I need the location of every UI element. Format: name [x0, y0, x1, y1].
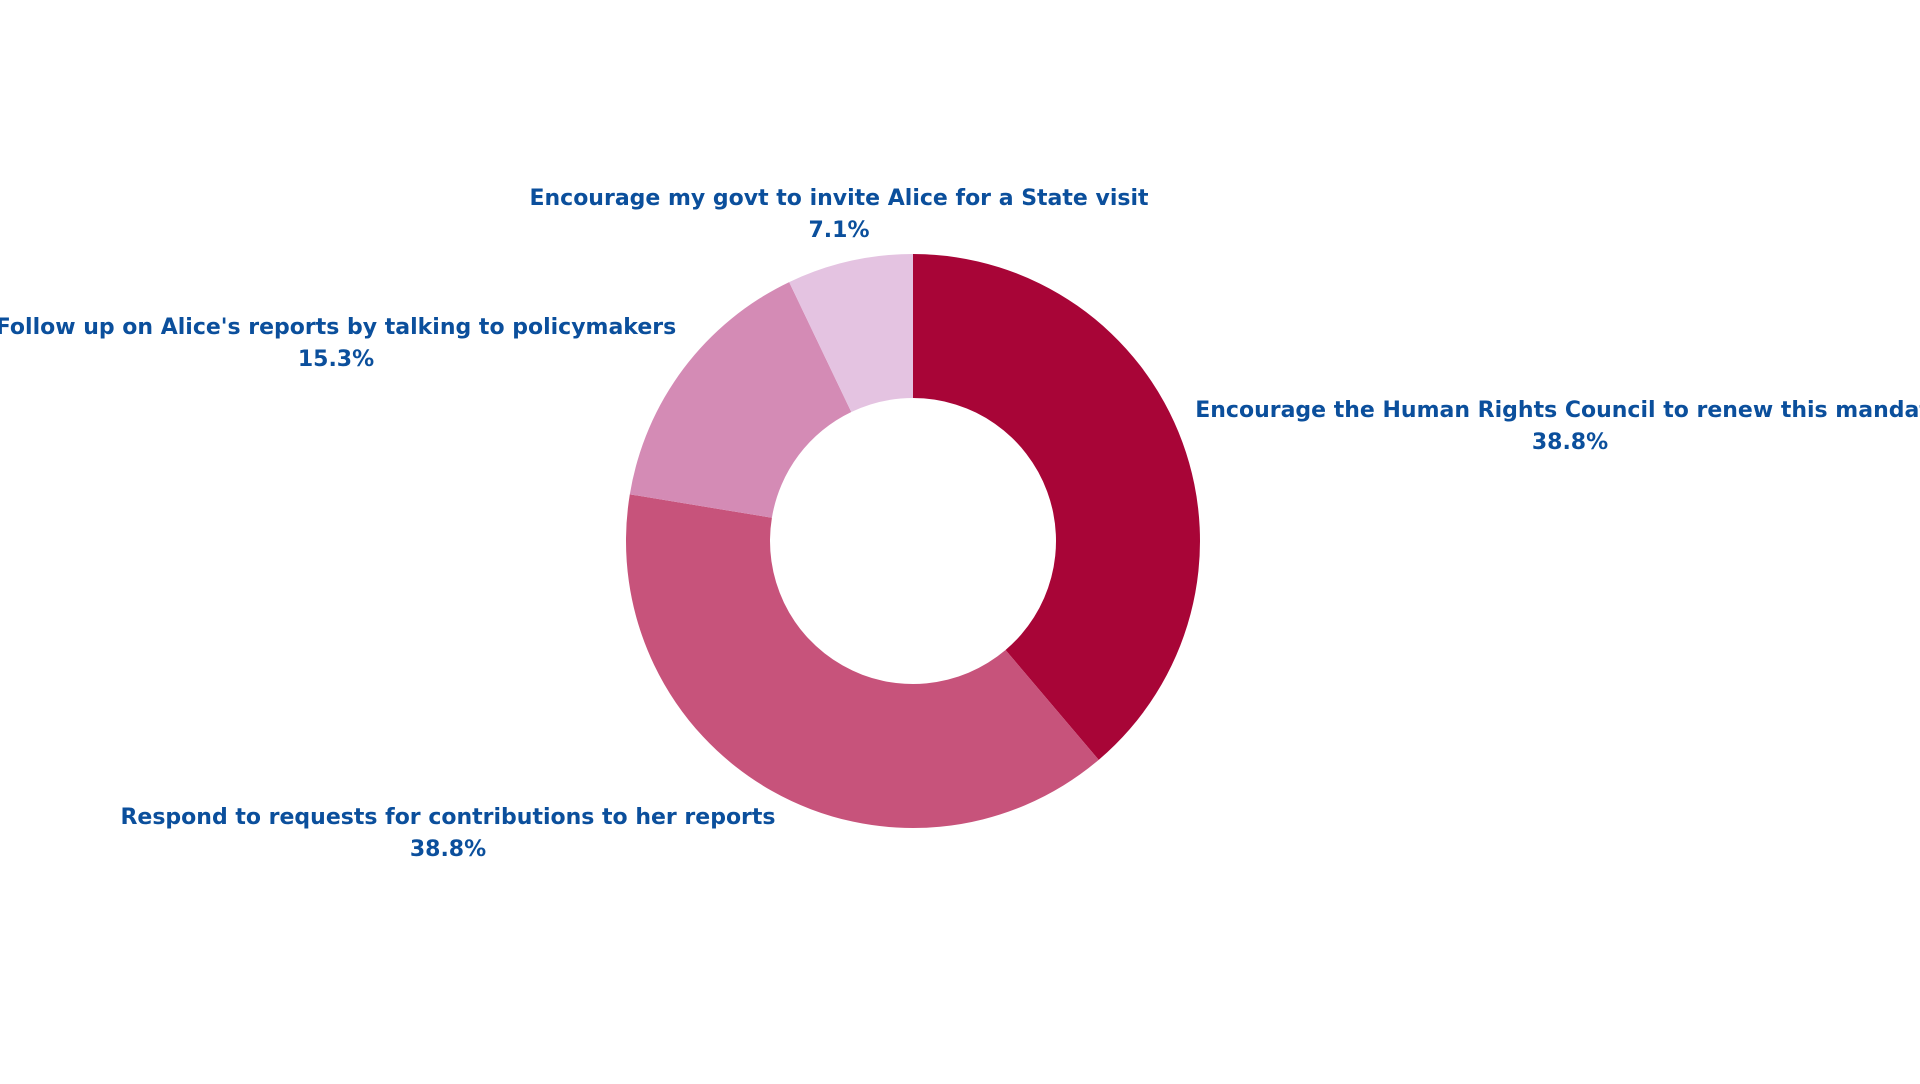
slice-label-state-visit: Encourage my govt to invite Alice for a …	[529, 183, 1148, 247]
slice-label-text: Encourage the Human Rights Council to re…	[1195, 398, 1920, 423]
slice-label-text: Follow up on Alice's reports by talking …	[0, 315, 677, 340]
slice-value-label: 15.3%	[297, 347, 375, 372]
donut-slice-2	[629, 282, 852, 518]
slice-label-follow-up-reports: Follow up on Alice's reports by talking …	[0, 312, 676, 376]
slice-label-respond-contributions: Respond to requests for contributions to…	[120, 802, 775, 866]
donut-slice-1	[626, 494, 1099, 829]
slice-value-label: 7.1%	[808, 218, 870, 243]
donut-slice-0	[913, 254, 1200, 760]
slice-label-text: Encourage my govt to invite Alice for a …	[529, 186, 1149, 211]
slice-value-label: 38.8%	[409, 837, 487, 862]
slice-value-label: 38.8%	[1531, 430, 1609, 455]
slice-label-text: Respond to requests for contributions to…	[120, 805, 776, 830]
donut-slice-3	[789, 254, 913, 412]
slice-label-human-rights-council: Encourage the Human Rights Council to re…	[1195, 395, 1920, 459]
